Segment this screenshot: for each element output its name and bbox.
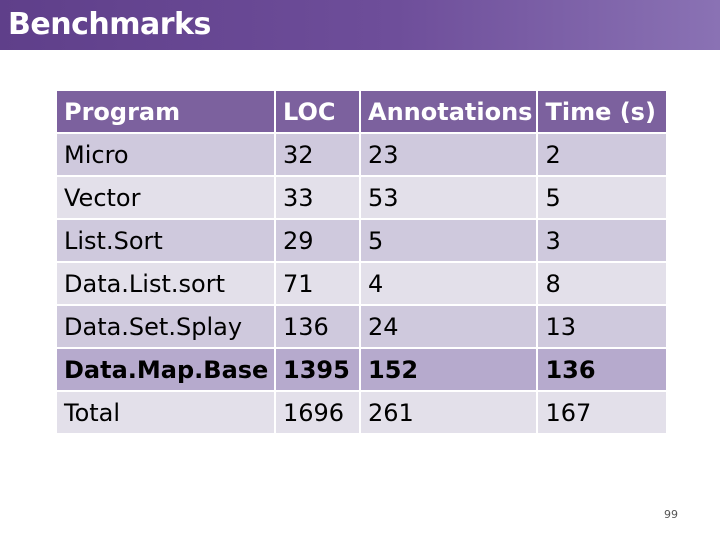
cell-annotations: 4 bbox=[361, 263, 537, 304]
page-number: 99 bbox=[664, 508, 678, 521]
cell-program: Vector bbox=[57, 177, 274, 218]
header-annotations: Annotations bbox=[361, 91, 537, 132]
header-program: Program bbox=[57, 91, 274, 132]
cell-time: 136 bbox=[538, 349, 667, 390]
table-row: Data.Set.Splay 136 24 13 bbox=[57, 306, 667, 347]
slide-title: Benchmarks bbox=[8, 7, 211, 42]
cell-annotations: 53 bbox=[361, 177, 537, 218]
cell-annotations: 24 bbox=[361, 306, 537, 347]
cell-time: 13 bbox=[538, 306, 667, 347]
cell-time: 5 bbox=[538, 177, 667, 218]
title-bar: Benchmarks bbox=[0, 0, 720, 50]
cell-loc: 32 bbox=[276, 134, 359, 175]
cell-program: Data.Map.Base bbox=[57, 349, 274, 390]
cell-time: 167 bbox=[538, 392, 667, 433]
table-row: Data.List.sort 71 4 8 bbox=[57, 263, 667, 304]
cell-time: 3 bbox=[538, 220, 667, 261]
cell-program: Micro bbox=[57, 134, 274, 175]
benchmarks-table: Program LOC Annotations Time (s) Micro 3… bbox=[55, 89, 668, 435]
cell-loc: 29 bbox=[276, 220, 359, 261]
header-loc: LOC bbox=[276, 91, 359, 132]
cell-annotations: 5 bbox=[361, 220, 537, 261]
table-row-emphasized: Data.Map.Base 1395 152 136 bbox=[57, 349, 667, 390]
cell-annotations: 23 bbox=[361, 134, 537, 175]
cell-loc: 71 bbox=[276, 263, 359, 304]
cell-time: 8 bbox=[538, 263, 667, 304]
cell-program: List.Sort bbox=[57, 220, 274, 261]
cell-time: 2 bbox=[538, 134, 667, 175]
cell-program: Data.List.sort bbox=[57, 263, 274, 304]
cell-annotations: 152 bbox=[361, 349, 537, 390]
cell-annotations: 261 bbox=[361, 392, 537, 433]
cell-program: Total bbox=[57, 392, 274, 433]
table-row: Micro 32 23 2 bbox=[57, 134, 667, 175]
table-row: Vector 33 53 5 bbox=[57, 177, 667, 218]
cell-program: Data.Set.Splay bbox=[57, 306, 274, 347]
cell-loc: 1696 bbox=[276, 392, 359, 433]
table-row: List.Sort 29 5 3 bbox=[57, 220, 667, 261]
header-time: Time (s) bbox=[538, 91, 667, 132]
cell-loc: 33 bbox=[276, 177, 359, 218]
cell-loc: 1395 bbox=[276, 349, 359, 390]
table-row-total: Total 1696 261 167 bbox=[57, 392, 667, 433]
table-header-row: Program LOC Annotations Time (s) bbox=[57, 91, 667, 132]
cell-loc: 136 bbox=[276, 306, 359, 347]
